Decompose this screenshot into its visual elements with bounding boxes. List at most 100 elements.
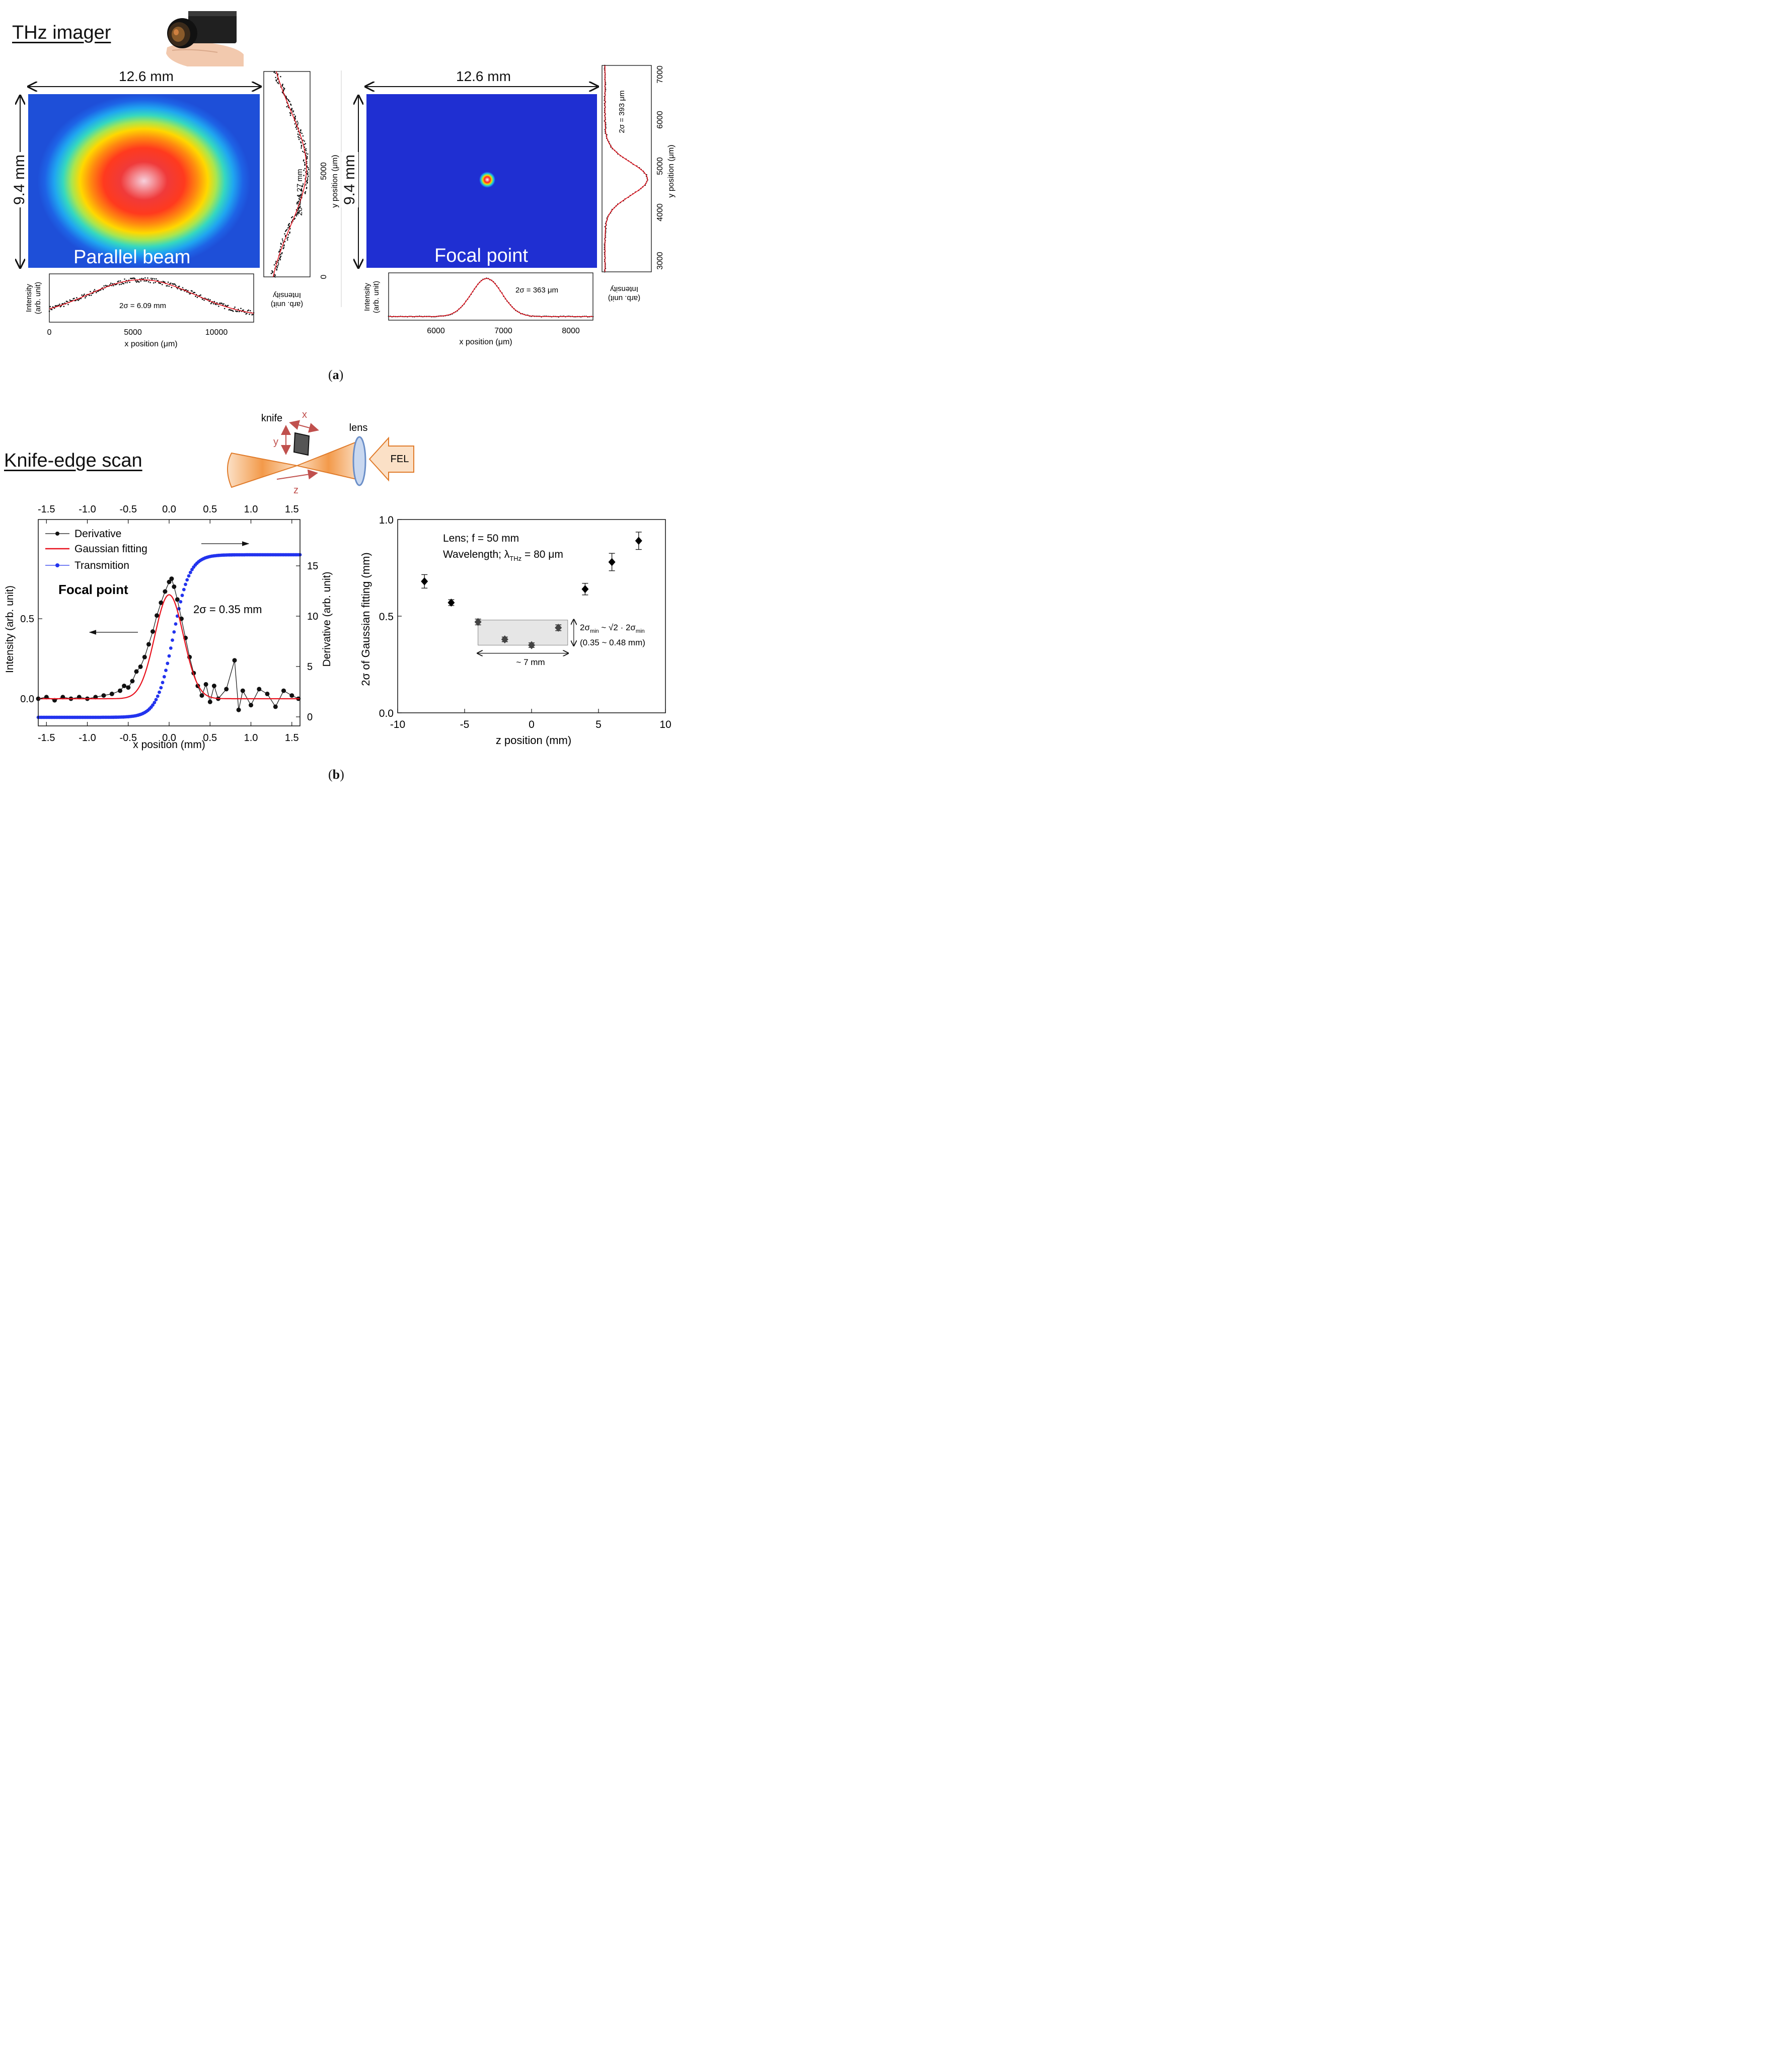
profile-point (207, 298, 209, 300)
sigma-point (581, 585, 589, 594)
sigma-bracket-label: 2σmin ~ √2 · 2σmin (580, 623, 645, 634)
derivative-point (122, 684, 127, 688)
profile-point (304, 162, 306, 164)
profile-point (298, 211, 300, 212)
profile-point (273, 71, 275, 73)
left-x-sigma: 2σ = 6.09 mm (119, 302, 166, 310)
profile-point (302, 139, 304, 141)
profile-point (281, 85, 283, 87)
profile-point (234, 306, 236, 308)
left-x-tick-0: 0 (47, 328, 52, 337)
profile-point (291, 216, 293, 217)
profile-point (153, 282, 155, 284)
left-x-tick-1: 5000 (124, 328, 142, 337)
profile-point (211, 302, 213, 304)
x-top-tick-label: -0.5 (120, 504, 137, 515)
beam-profiles: 2σ = 6.09 mm 0 5000 10000 x position (μm… (25, 64, 676, 348)
profile-point (185, 289, 187, 290)
profile-point (292, 111, 294, 113)
derivative-point (109, 691, 114, 696)
profile-point (277, 263, 279, 265)
knife-blade (293, 432, 310, 456)
profile-point (63, 306, 65, 307)
transmission-point (188, 570, 192, 574)
right-x-xlabel: x position (μm) (459, 338, 512, 346)
derivative-point (281, 688, 286, 693)
profile-point (119, 280, 121, 282)
profile-point (164, 281, 166, 283)
profile-point (160, 282, 162, 284)
profile-point (277, 261, 279, 263)
profile-point (307, 177, 309, 179)
right-y-xlabel-2: (arb. unit) (608, 294, 640, 303)
sigma-annotation-2-prefix: Wavelength; λ (443, 549, 510, 560)
profile-point (298, 200, 300, 202)
profile-point (223, 308, 226, 310)
profile-point (287, 237, 289, 238)
transmission-point (164, 669, 168, 672)
right-width-label: 12.6 mm (454, 68, 513, 85)
profile-point (279, 254, 281, 255)
profile-point (302, 135, 304, 137)
profile-point (73, 298, 75, 300)
profile-point (66, 301, 68, 303)
profile-point (286, 98, 288, 100)
camera-photo (166, 11, 244, 66)
profile-point (142, 278, 144, 280)
profile-point (300, 142, 302, 144)
left-x-profile-frame (49, 273, 254, 323)
fel-arrow (368, 436, 414, 482)
derivative-point (175, 597, 180, 602)
profile-point (307, 170, 308, 172)
profile-point (286, 106, 287, 108)
knife-label: knife (261, 413, 282, 424)
profile-point (275, 262, 276, 264)
profile-point (249, 313, 250, 315)
sigma-data-points (421, 532, 642, 649)
profile-point (209, 299, 211, 301)
transmission-point (180, 594, 184, 598)
y-tick-label: 0.5 (20, 614, 34, 625)
derivative-point (236, 707, 241, 712)
profile-point (225, 305, 227, 306)
y2-tick-label: 5 (307, 661, 313, 673)
panel-b-letter: b (332, 767, 340, 782)
transmission-point (174, 622, 178, 626)
profile-point (79, 299, 80, 300)
profile-point (124, 278, 125, 280)
profile-point (113, 285, 114, 286)
profile-point (295, 126, 296, 128)
x-tick-label: 1.0 (244, 732, 258, 744)
profile-point (298, 198, 300, 200)
profile-point (306, 182, 308, 184)
derivative-point (207, 699, 212, 704)
profile-point (69, 299, 71, 301)
left-y-tick-1: 5000 (320, 162, 328, 180)
derivative-point (101, 693, 106, 698)
profile-point (296, 211, 298, 213)
profile-point (215, 304, 217, 306)
profile-point (298, 138, 300, 140)
left-y-ylabel: y position (μm) (331, 155, 339, 207)
x-tick-label: 5 (595, 719, 602, 730)
profile-point (298, 134, 300, 136)
right-x-sigma: 2σ = 363 μm (515, 286, 558, 294)
profile-point (94, 289, 96, 290)
derivative-point (163, 589, 168, 594)
profile-point (273, 264, 275, 266)
profile-point (213, 301, 215, 303)
profile-point (296, 128, 297, 130)
parallel-beam-caption: Parallel beam (73, 247, 191, 268)
derivative-point (240, 688, 245, 693)
profile-point (84, 293, 85, 295)
profile-point (170, 282, 172, 284)
profile-point (155, 281, 156, 283)
profile-point (143, 280, 145, 282)
derivative-point (146, 642, 151, 647)
profile-point (298, 137, 300, 138)
profile-point (152, 278, 154, 279)
y-tick-label: 0.5 (379, 611, 394, 623)
profile-point (272, 272, 273, 273)
right-y-tick-2: 5000 (656, 157, 664, 175)
profile-point (78, 300, 80, 301)
